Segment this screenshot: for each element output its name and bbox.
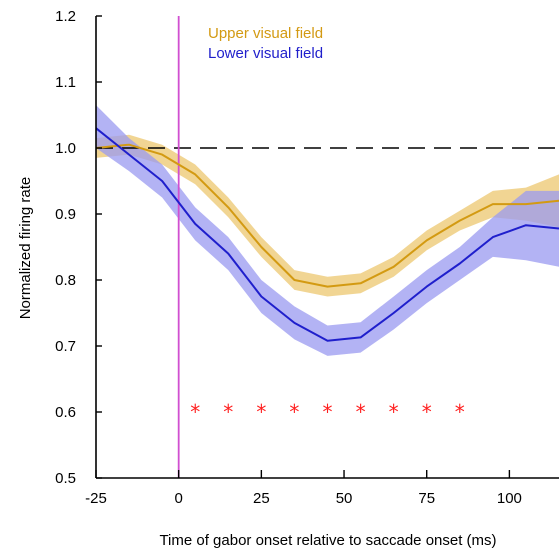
y-tick-label: 1.1 (55, 74, 76, 91)
x-tick-label: 50 (336, 490, 353, 507)
x-tick-label: 0 (175, 490, 183, 507)
significance-marker: * (289, 400, 299, 424)
significance-marker: * (389, 400, 399, 424)
significance-marker: * (256, 400, 266, 424)
x-tick-label: 25 (253, 490, 270, 507)
y-tick-label: 1.0 (55, 140, 76, 157)
significance-marker: * (422, 400, 432, 424)
y-tick-label: 0.6 (55, 404, 76, 421)
series-line-lower-field (95, 127, 559, 342)
confidence-bands (96, 105, 559, 356)
series-line-upper-field (95, 143, 559, 288)
legend-entry-upper-field: Upper visual field (208, 25, 323, 42)
series-lines (95, 127, 559, 342)
significance-markers: * * * * * * * * * (190, 400, 465, 424)
y-tick-label: 0.5 (55, 470, 76, 487)
x-tick-label: -25 (85, 490, 107, 507)
y-tick-label: 1.2 (55, 8, 76, 25)
y-axis-label: Normalized firing rate (17, 177, 34, 320)
y-tick-label: 0.7 (55, 338, 76, 355)
series-band-upper-field (96, 134, 559, 297)
significance-marker: * (356, 400, 366, 424)
x-tick-label: 75 (418, 490, 435, 507)
significance-marker: * (323, 400, 333, 424)
significance-marker: * (223, 400, 233, 424)
legend-entry-lower-field: Lower visual field (208, 45, 323, 62)
axes (95, 15, 559, 479)
tick-labels: 0.5 0.6 0.7 0.8 0.9 1.0 1.1 1.2 -25 0 25 50 75 100 (55, 8, 522, 507)
significance-marker: * (190, 400, 200, 424)
x-axis-label: Time of gabor onset relative to saccade … (159, 532, 496, 549)
x-tick-label: 100 (497, 490, 522, 507)
significance-marker: * (455, 400, 465, 424)
reference-lines (96, 16, 559, 478)
y-tick-label: 0.9 (55, 206, 76, 223)
legend: Upper visual field Lower visual field (208, 25, 323, 62)
y-tick-label: 0.8 (55, 272, 76, 289)
series-band-lower-field (96, 105, 559, 356)
